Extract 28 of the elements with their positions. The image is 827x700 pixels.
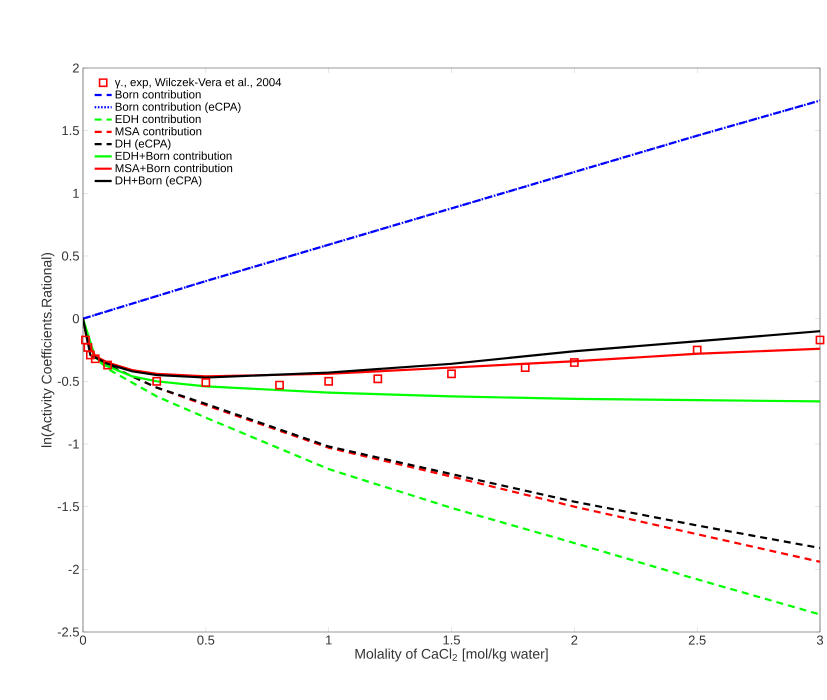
y-tick-label: -1.5 bbox=[58, 502, 79, 512]
legend-label: MSA contribution bbox=[116, 126, 202, 136]
y-tick-label: -2.5 bbox=[58, 627, 79, 637]
legend-label: Born contribution bbox=[116, 90, 201, 99]
x-tick-label: 2 bbox=[571, 636, 578, 645]
legend-label: DH+Born (eCPA) bbox=[116, 176, 202, 187]
y-tick-label: 1.5 bbox=[62, 126, 79, 136]
y-tick-label: -1 bbox=[68, 440, 79, 448]
x-tick-label: 1.5 bbox=[443, 636, 460, 645]
y-tick-label: -2 bbox=[68, 564, 79, 574]
x-tick-label: 0.5 bbox=[197, 636, 214, 645]
x-tick-label: 3 bbox=[816, 636, 824, 645]
y-tick-label: -0.5 bbox=[58, 376, 79, 386]
y-tick-label: 2 bbox=[72, 63, 79, 73]
y-tick-label: 0 bbox=[72, 314, 79, 324]
x-tick-label: 1 bbox=[326, 636, 332, 644]
x-tick-label: 2.5 bbox=[688, 636, 706, 645]
legend-label: MSA+Born contribution bbox=[116, 164, 232, 172]
y-tick-label: 1 bbox=[73, 188, 79, 198]
x-tick-label: 0 bbox=[80, 636, 86, 645]
y-axis-title: ln(Activity Coefficients.Rational) bbox=[41, 252, 54, 447]
legend-label: γ$_{-}$, exp, Wilczek-Vera et al., 2004 bbox=[114, 78, 282, 88]
legend-label: EDH contribution bbox=[116, 114, 201, 124]
legend-label: EDH+Born contribution bbox=[116, 152, 232, 160]
y-tick-label: 0.5 bbox=[62, 251, 79, 261]
x-axis-title: Molality of CaCl$_{2}$ [mol/kg water] bbox=[356, 648, 548, 662]
legend-label: Born contribution (eCPA) bbox=[116, 102, 241, 114]
legend-label: DH (eCPA) bbox=[116, 139, 170, 150]
